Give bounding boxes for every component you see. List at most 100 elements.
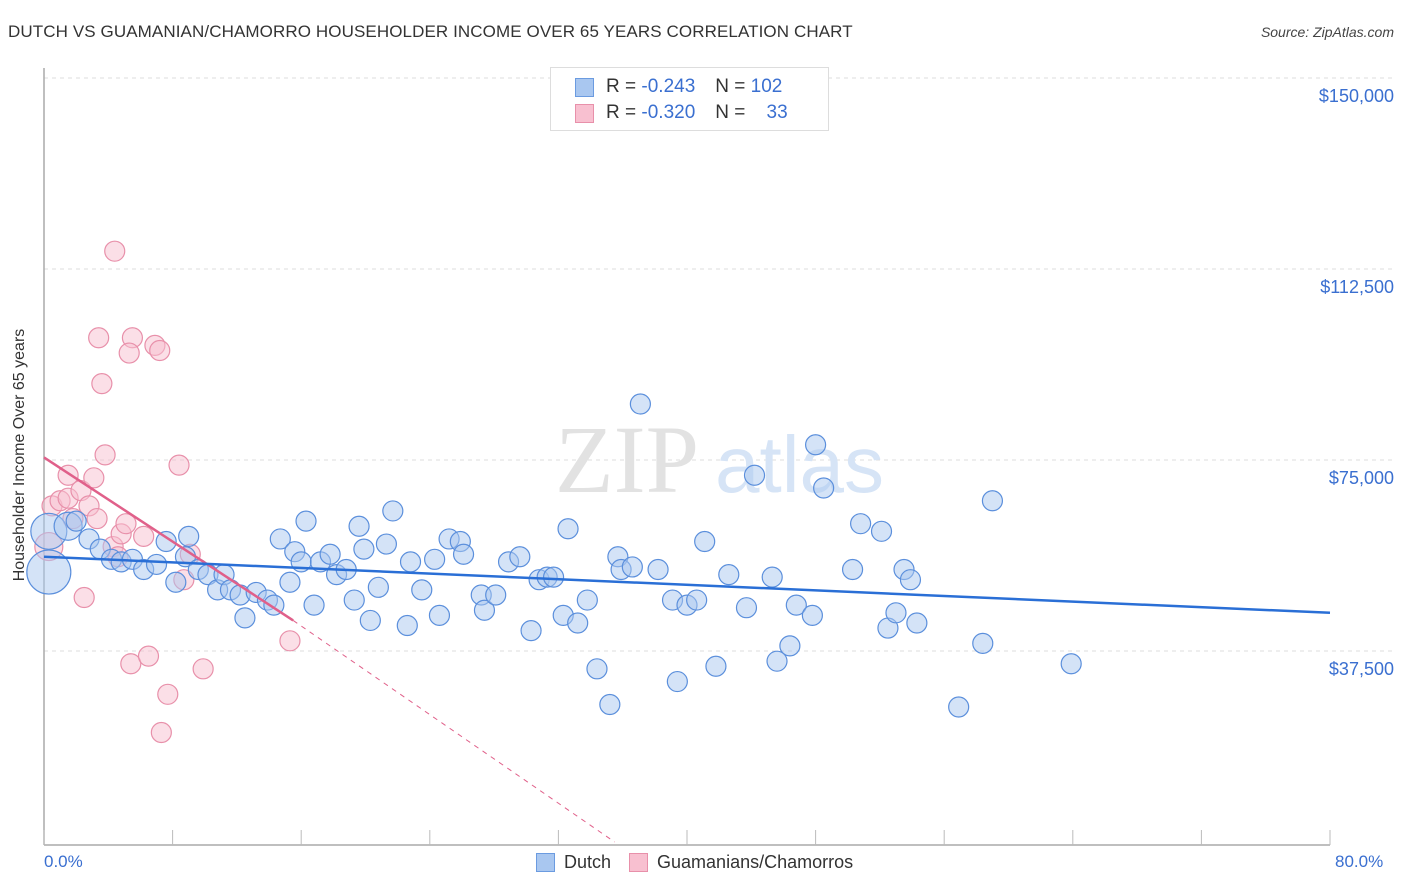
data-point xyxy=(348,515,370,537)
data-point xyxy=(83,467,105,489)
data-point xyxy=(694,530,716,553)
data-point xyxy=(686,589,708,611)
data-point xyxy=(647,558,669,581)
legend-label: Dutch xyxy=(564,852,612,872)
guam-points xyxy=(34,240,301,744)
r-label: R = xyxy=(606,102,637,123)
data-point xyxy=(567,612,589,634)
data-point xyxy=(735,597,758,619)
data-point xyxy=(813,477,835,499)
guam-swatch xyxy=(575,103,594,123)
guam-trend-extension xyxy=(292,620,615,843)
data-point xyxy=(234,607,256,629)
guam-swatch xyxy=(629,853,649,872)
data-point xyxy=(269,528,291,550)
n-label: N = xyxy=(715,102,746,123)
data-point xyxy=(155,530,177,553)
watermark: ZIP atlas xyxy=(555,406,884,513)
data-point xyxy=(576,589,598,611)
data-point xyxy=(718,563,740,586)
n-label: N = xyxy=(715,76,746,97)
data-point xyxy=(367,576,389,598)
series-legend: Dutch Guamanians/Chamorros xyxy=(536,852,871,873)
source-label: Source: ZipAtlas.com xyxy=(1260,24,1394,40)
data-point xyxy=(149,339,171,362)
trend-lines xyxy=(43,456,1331,843)
data-point xyxy=(906,612,928,634)
data-point xyxy=(150,721,172,744)
data-point xyxy=(766,650,788,672)
data-point xyxy=(870,520,893,542)
data-point xyxy=(948,696,970,718)
data-point xyxy=(279,571,301,593)
data-point xyxy=(1060,653,1082,675)
data-point xyxy=(157,683,179,705)
data-point xyxy=(972,632,994,654)
r-value: -0.243 xyxy=(641,76,696,97)
data-point xyxy=(411,579,433,601)
correlation-legend: R = -0.243 N = 102 R = -0.320 N = 33 xyxy=(550,67,829,131)
data-point xyxy=(899,569,922,591)
data-point xyxy=(104,240,126,262)
n-value: 102 xyxy=(750,76,783,97)
data-point xyxy=(375,533,397,555)
data-point xyxy=(981,490,1004,512)
data-point xyxy=(785,594,807,616)
data-point xyxy=(542,566,565,588)
data-point xyxy=(165,571,187,593)
legend-item-guam[interactable]: Guamanians/Chamorros xyxy=(629,852,853,873)
legend-item-dutch[interactable]: Dutch xyxy=(536,852,611,873)
legend-row-dutch: R = -0.243 N = 102 xyxy=(575,75,782,99)
legend-label: Guamanians/Chamorros xyxy=(657,852,854,872)
legend-row-guam: R = -0.320 N = 33 xyxy=(575,101,788,125)
dutch-points xyxy=(26,393,1082,718)
dutch-trend-line xyxy=(43,555,1331,615)
n-value: 33 xyxy=(766,102,788,123)
data-point xyxy=(382,500,404,522)
svg-text:ZIP: ZIP xyxy=(555,406,699,513)
y-tick-75000: $75,000 xyxy=(1328,468,1394,488)
x-min-label: 0.0% xyxy=(44,852,83,871)
data-point xyxy=(396,614,418,637)
data-point xyxy=(73,586,95,609)
data-point xyxy=(319,543,341,565)
data-point xyxy=(65,510,87,532)
data-point xyxy=(94,444,116,466)
data-point xyxy=(801,604,823,626)
data-point xyxy=(120,653,142,675)
data-point xyxy=(303,594,325,616)
data-point xyxy=(804,434,827,456)
y-tick-37500: $37,500 xyxy=(1328,659,1394,679)
data-point xyxy=(586,658,608,680)
data-point xyxy=(145,553,168,576)
data-point xyxy=(520,620,542,642)
data-point xyxy=(353,538,375,560)
data-point xyxy=(118,342,140,364)
data-point xyxy=(885,602,907,624)
data-point xyxy=(86,507,108,530)
r-value: -0.320 xyxy=(641,102,696,123)
data-point xyxy=(295,510,317,532)
data-point xyxy=(26,549,72,595)
dutch-swatch xyxy=(536,853,555,872)
data-point xyxy=(705,655,727,677)
y-tick-112500: $112,500 xyxy=(1320,277,1394,297)
data-point xyxy=(137,645,160,667)
data-point xyxy=(192,658,214,680)
data-point xyxy=(168,454,190,476)
x-max-label: 80.0% xyxy=(1335,852,1384,871)
data-point xyxy=(743,464,766,486)
data-point xyxy=(359,609,381,632)
dutch-swatch xyxy=(575,77,594,97)
svg-text:atlas: atlas xyxy=(715,420,884,509)
data-point xyxy=(666,670,688,693)
guam-trend-line xyxy=(43,456,294,622)
data-point xyxy=(133,525,155,548)
data-point xyxy=(621,556,643,578)
data-point xyxy=(629,393,651,415)
data-point xyxy=(779,635,801,657)
data-point xyxy=(115,513,137,535)
data-point xyxy=(841,558,864,581)
r-label: R = xyxy=(606,76,637,97)
data-point xyxy=(452,543,475,565)
